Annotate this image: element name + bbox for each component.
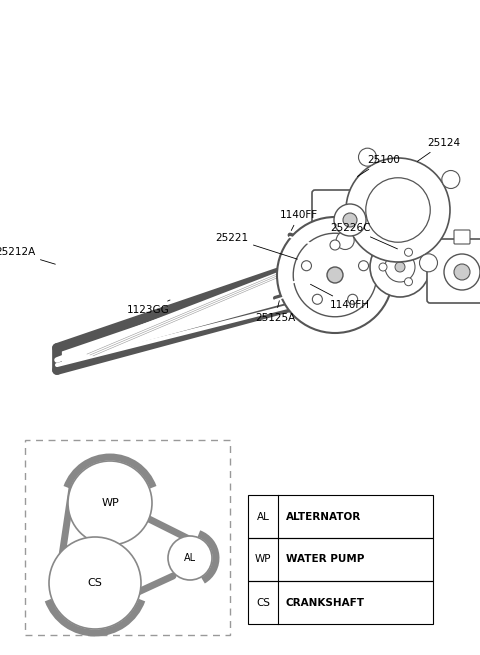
Text: 25124: 25124 bbox=[417, 138, 460, 161]
Circle shape bbox=[395, 262, 405, 272]
Circle shape bbox=[343, 213, 357, 227]
Circle shape bbox=[348, 294, 358, 305]
Circle shape bbox=[277, 217, 393, 333]
Bar bbox=[25, 440, 230, 635]
Circle shape bbox=[49, 537, 141, 629]
Text: 25212A: 25212A bbox=[0, 247, 55, 264]
Text: AL: AL bbox=[184, 553, 196, 563]
Circle shape bbox=[442, 170, 460, 189]
Circle shape bbox=[327, 267, 343, 283]
Circle shape bbox=[359, 261, 369, 271]
FancyBboxPatch shape bbox=[454, 230, 470, 244]
FancyBboxPatch shape bbox=[312, 190, 386, 248]
Circle shape bbox=[359, 148, 376, 166]
Text: 25100: 25100 bbox=[357, 155, 400, 176]
Text: 25226C: 25226C bbox=[330, 223, 397, 249]
Circle shape bbox=[346, 158, 450, 262]
Circle shape bbox=[168, 536, 212, 580]
Text: 25125A: 25125A bbox=[255, 301, 295, 323]
FancyBboxPatch shape bbox=[427, 239, 480, 303]
Circle shape bbox=[301, 261, 312, 271]
Text: 25221: 25221 bbox=[215, 233, 297, 259]
Text: CS: CS bbox=[256, 597, 270, 607]
Circle shape bbox=[444, 254, 480, 290]
Text: 1123GG: 1123GG bbox=[127, 300, 170, 315]
Text: CRANKSHAFT: CRANKSHAFT bbox=[286, 597, 365, 607]
Text: AL: AL bbox=[257, 512, 269, 521]
Text: 1140FH: 1140FH bbox=[311, 284, 370, 310]
Circle shape bbox=[454, 264, 470, 280]
Text: WATER PUMP: WATER PUMP bbox=[286, 555, 364, 565]
Text: WP: WP bbox=[101, 498, 119, 508]
Circle shape bbox=[312, 294, 323, 305]
Circle shape bbox=[334, 204, 366, 236]
Text: 1140FF: 1140FF bbox=[280, 210, 318, 231]
Bar bbox=[248, 581, 433, 624]
Circle shape bbox=[68, 461, 152, 545]
Bar bbox=[248, 495, 433, 538]
Circle shape bbox=[336, 231, 354, 250]
Text: CS: CS bbox=[87, 578, 102, 588]
Circle shape bbox=[405, 278, 412, 286]
Circle shape bbox=[330, 240, 340, 250]
Text: ALTERNATOR: ALTERNATOR bbox=[286, 512, 361, 521]
Circle shape bbox=[379, 263, 387, 271]
Circle shape bbox=[370, 237, 430, 297]
Circle shape bbox=[405, 248, 412, 256]
Circle shape bbox=[420, 254, 437, 272]
Bar bbox=[248, 538, 433, 581]
Text: WP: WP bbox=[255, 555, 271, 565]
